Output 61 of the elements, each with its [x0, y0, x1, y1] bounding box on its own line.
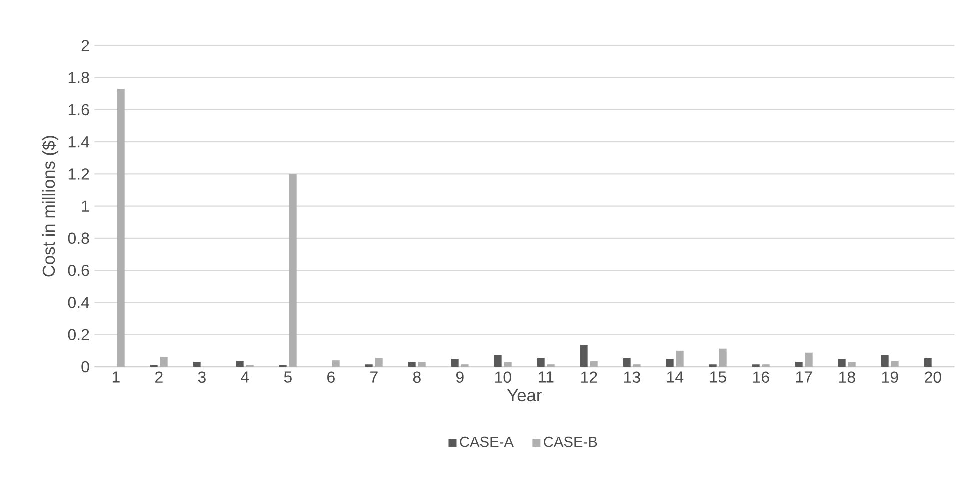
bar	[504, 362, 512, 367]
x-tick-label: 5	[284, 372, 292, 383]
bar	[720, 348, 727, 367]
y-tick-label: 1	[82, 200, 90, 212]
bar	[452, 358, 459, 367]
x-tick-label: 13	[624, 372, 640, 384]
x-tick-label: 11	[539, 372, 554, 383]
x-tick-label: 6	[328, 372, 335, 384]
y-tick-label: 1.6	[68, 104, 90, 116]
bar	[118, 89, 125, 367]
x-tick-label: 3	[198, 372, 206, 384]
x-tick-label: 4	[241, 372, 250, 383]
x-axis-title: Year	[508, 390, 542, 402]
bar	[290, 174, 297, 367]
y-tick-label: 1.4	[68, 136, 90, 148]
x-tick-label: 18	[839, 372, 856, 384]
x-tick-label: 14	[667, 372, 684, 383]
bar	[666, 359, 674, 367]
x-tick-label: 15	[710, 372, 726, 383]
y-tick-label: 0.6	[68, 264, 90, 276]
bar	[924, 358, 932, 367]
y-tick-label: 0	[82, 361, 90, 373]
x-tick-label: 8	[413, 372, 421, 384]
x-tick-label: 16	[753, 372, 770, 384]
x-tick-label: 1	[112, 372, 120, 383]
bar	[796, 362, 803, 367]
x-tick-label: 17	[796, 372, 812, 383]
legend-label: CASE-A	[460, 436, 514, 448]
x-tick-label: 2	[156, 372, 163, 383]
x-tick-label: 9	[456, 372, 464, 384]
x-tick-label: 10	[495, 372, 512, 384]
bar	[408, 362, 416, 367]
bar	[624, 358, 631, 367]
y-tick-label: 0.2	[68, 329, 90, 341]
bar	[236, 361, 244, 367]
bar	[160, 357, 168, 367]
bar	[676, 350, 684, 367]
bar	[494, 355, 502, 367]
y-tick-label: 2	[82, 40, 90, 52]
bar	[806, 352, 813, 367]
x-tick-label: 7	[370, 372, 378, 383]
legend-label: CASE-B	[544, 436, 598, 448]
bar	[882, 355, 889, 367]
bar	[418, 362, 426, 367]
x-tick-label: 12	[581, 372, 598, 383]
bar	[194, 362, 201, 367]
bar	[332, 360, 340, 367]
bar	[848, 362, 856, 367]
x-tick-label: 19	[882, 372, 898, 384]
bar	[376, 358, 383, 367]
y-tick-label: 0.4	[68, 297, 90, 308]
bar	[538, 358, 545, 367]
bar	[580, 345, 588, 367]
y-tick-label: 0.8	[68, 232, 90, 244]
y-tick-label: 1.2	[68, 168, 90, 180]
y-tick-label: 1.8	[68, 72, 90, 84]
bar	[892, 361, 899, 367]
x-tick-label: 20	[925, 372, 942, 384]
bar	[838, 359, 846, 367]
y-axis-title: Cost in millions ($)	[42, 136, 59, 277]
bar	[590, 361, 598, 367]
